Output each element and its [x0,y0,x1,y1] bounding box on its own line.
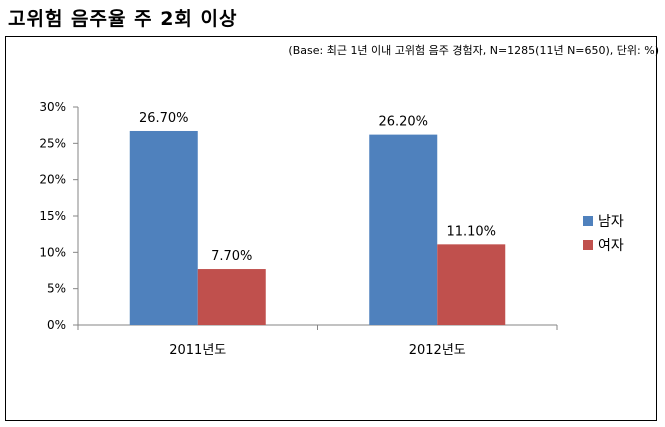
legend-label: 남자 [598,214,624,230]
bar-female [197,269,266,325]
y-tick-label: 20% [39,173,66,187]
legend-swatch [583,240,593,250]
y-tick-label: 10% [39,245,66,259]
bar-male [129,130,198,325]
y-tick-label: 5% [47,282,66,296]
bar-female [437,244,506,325]
chart-note: (Base: 최근 1년 이내 고위험 음주 경험자, N=1285(11년 N… [288,44,659,57]
legend-swatch [583,216,593,226]
data-label: 7.70% [211,249,252,264]
y-tick-label: 25% [39,136,66,150]
y-tick-label: 15% [39,209,66,223]
data-label: 26.70% [139,111,189,126]
x-category-label: 2012년도 [409,343,466,358]
legend-label: 여자 [598,238,624,254]
bar-male [369,134,438,325]
x-category-label: 2011년도 [169,343,226,358]
data-label: 26.20% [378,115,428,130]
chart-frame [5,36,657,421]
y-tick-label: 30% [39,100,66,114]
data-label: 11.10% [446,224,496,239]
page-title: 고위험 음주율 주 2회 이상 [8,8,238,30]
y-tick-label: 0% [47,318,66,332]
